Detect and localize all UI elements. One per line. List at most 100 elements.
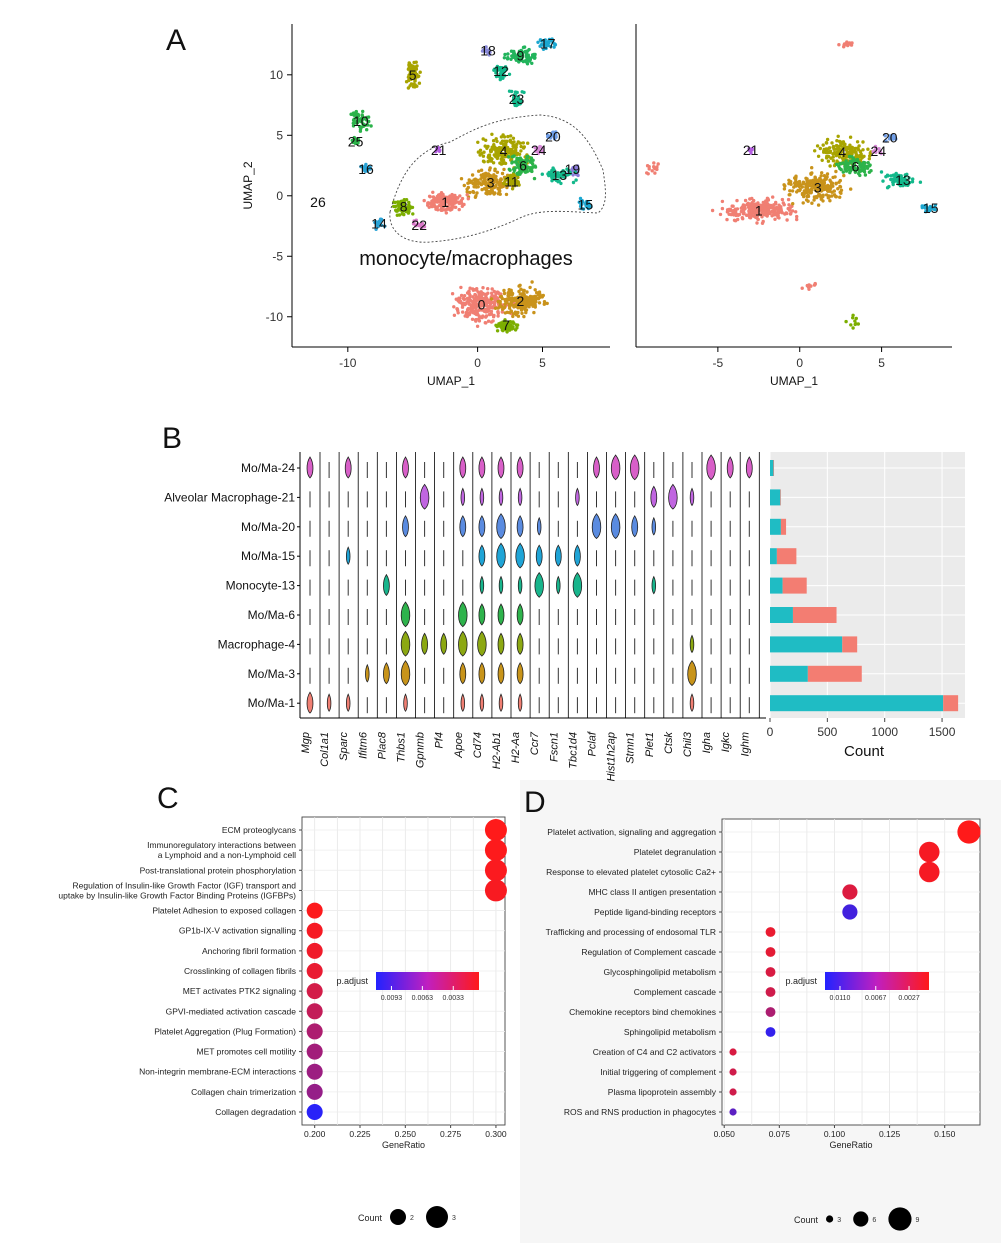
dotplot-category-label: Collagen chain trimerization: [191, 1087, 296, 1097]
dotplot-category-label: MET activates PTK2 signaling: [183, 986, 296, 996]
umap-cell-point: [854, 316, 858, 321]
violin-shape: [517, 487, 523, 507]
umap-cell-point: [842, 42, 847, 46]
dotplot-category-label: ECM proteoglycans: [222, 825, 296, 835]
umap-cell-point: [393, 204, 398, 209]
umap-cell-point: [494, 292, 498, 296]
dotplot-point: [306, 1063, 323, 1080]
umap-cell-point: [552, 45, 556, 49]
umap-cell-point: [838, 178, 842, 183]
umap-cell-point: [473, 293, 478, 297]
umap-cell-point: [502, 135, 507, 139]
umap-cell-point: [422, 198, 426, 203]
umap-cluster-label-6: 6: [852, 159, 860, 175]
umap-cell-point: [359, 164, 363, 169]
umap-cell-point: [501, 320, 505, 324]
umap-cell-point: [756, 201, 760, 205]
umap-cluster-label-1: 1: [755, 202, 763, 218]
violin-gene-label: Pclaf: [587, 731, 599, 756]
umap-cell-point: [467, 178, 471, 182]
dotplot-category-label: MHC class II antigen presentation: [588, 887, 716, 897]
umap-cell-point: [505, 310, 510, 314]
umap-cell-point: [509, 57, 513, 61]
umap-cell-point: [356, 113, 361, 118]
umap-cell-point: [782, 203, 786, 207]
umap-cell-point: [464, 311, 468, 315]
umap-cell-point: [362, 166, 367, 170]
umap-cell-point: [407, 209, 411, 214]
count-bar-segment: [770, 607, 793, 623]
umap-cell-point: [383, 224, 387, 228]
umap-cell-point: [507, 72, 512, 77]
umap-cell-point: [525, 54, 529, 59]
umap-cell-point: [516, 175, 520, 180]
umap-cell-point: [434, 150, 438, 154]
umap-cluster-label-24: 24: [871, 143, 887, 159]
violin-row-label: Mo/Ma-15: [241, 549, 295, 563]
umap-cell-point: [525, 166, 529, 170]
umap-cell-point: [795, 214, 799, 219]
umap-cell-point: [760, 221, 765, 225]
umap-cell-point: [831, 184, 835, 188]
umap-cell-point: [358, 129, 363, 133]
umap-cell-point: [422, 225, 427, 229]
umap-cell-point: [510, 180, 514, 184]
dotplot-point: [765, 927, 776, 937]
umap-cell-point: [846, 43, 850, 47]
umap-cell-point: [820, 171, 824, 175]
umap-cell-point: [788, 193, 792, 197]
umap-cell-point: [810, 201, 814, 205]
umap-cell-point: [507, 155, 511, 159]
umap-cell-point: [361, 122, 365, 126]
umap-cell-point: [411, 73, 415, 78]
umap-cell-point: [442, 195, 446, 199]
count-bar-segment: [770, 695, 944, 712]
umap-cell-point: [515, 171, 520, 175]
umap-cell-point: [846, 164, 850, 168]
umap-cell-point: [504, 182, 508, 187]
umap-cell-point: [848, 135, 853, 139]
umap-cell-point: [747, 202, 751, 206]
umap-cluster-label-26: 26: [310, 194, 326, 210]
umap-cell-point: [414, 60, 418, 64]
umap-cell-point: [478, 303, 482, 307]
umap-x-axis-title: UMAP_1: [427, 374, 475, 388]
umap-cell-point: [378, 217, 383, 221]
umap-cell-point: [516, 165, 521, 170]
umap-cell-point: [834, 169, 838, 174]
umap-cell-point: [359, 118, 364, 123]
umap-cell-point: [495, 329, 500, 333]
umap-cell-point: [838, 195, 842, 199]
umap-cell-point: [550, 175, 554, 180]
umap-cluster-label-16: 16: [358, 161, 374, 177]
umap-cell-point: [546, 172, 550, 176]
umap-cell-point: [725, 210, 730, 214]
umap-cell-point: [440, 205, 444, 209]
umap-cell-point: [748, 214, 752, 218]
umap-cell-point: [828, 199, 832, 203]
dotplot-point: [765, 947, 776, 957]
umap-cell-point: [531, 295, 535, 299]
colorbar-tick-label: 0.0033: [443, 995, 465, 1002]
umap-cell-point: [515, 99, 519, 103]
umap-cell-point: [494, 71, 498, 75]
dotplot-category-label: Regulation of Insulin-like Growth Factor…: [73, 880, 297, 890]
umap-cell-point: [492, 192, 496, 196]
dotplot-category-label: Glycosphingolipid metabolism: [604, 967, 716, 977]
umap-cell-point: [512, 95, 516, 100]
umap-cell-point: [409, 82, 414, 86]
umap-cell-point: [530, 158, 534, 162]
umap-cell-point: [832, 189, 836, 193]
umap-cell-point: [782, 183, 786, 187]
umap-cell-point: [475, 191, 479, 195]
dotplot-point: [842, 884, 858, 900]
umap-cell-point: [779, 208, 783, 213]
umap-cell-point: [518, 283, 522, 287]
umap-cell-point: [828, 178, 832, 182]
umap-cell-point: [485, 183, 489, 188]
umap-cell-point: [351, 118, 356, 122]
umap-cell-point: [831, 155, 835, 159]
dotplot-point: [484, 879, 507, 902]
umap-cell-point: [788, 212, 793, 216]
umap-cell-point: [818, 146, 822, 151]
